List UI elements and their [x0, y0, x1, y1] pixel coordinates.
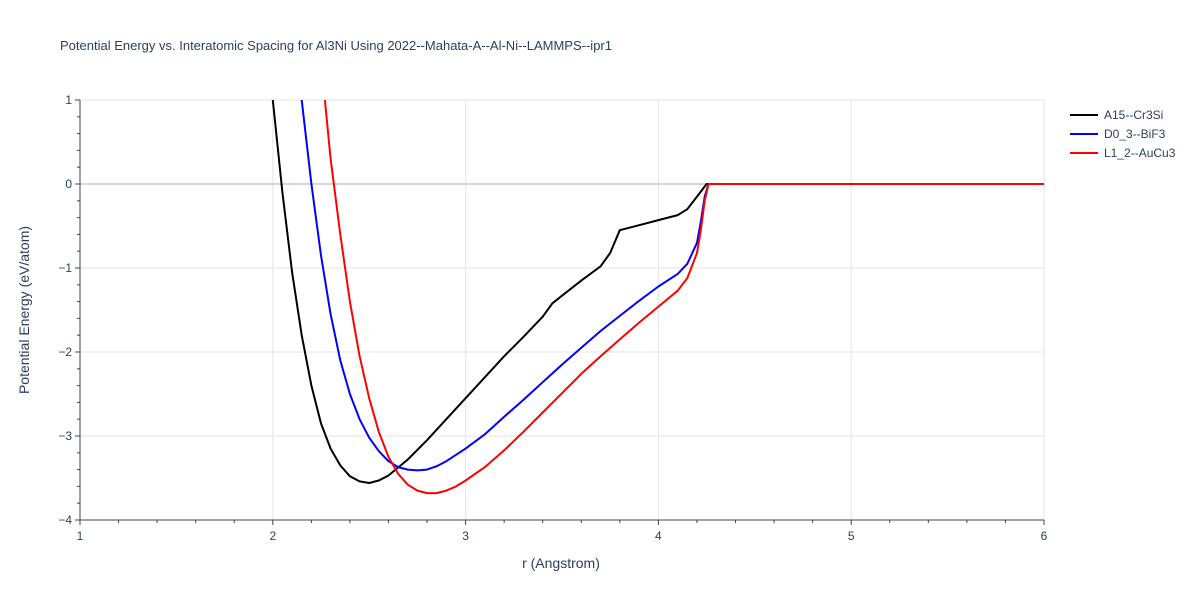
legend-label: D0_3--BiF3: [1104, 127, 1166, 141]
x-tick-label: 5: [848, 529, 855, 543]
y-tick-label: 0: [65, 177, 72, 191]
legend-label: A15--Cr3Si: [1104, 108, 1163, 122]
x-tick-label: 3: [462, 529, 469, 543]
y-tick-label: −1: [58, 261, 72, 275]
legend[interactable]: A15--Cr3Si D0_3--BiF3 L1_2--AuCu3: [1070, 108, 1176, 160]
x-tick-label: 4: [655, 529, 662, 543]
legend-item-d0-3-bif3[interactable]: D0_3--BiF3: [1070, 127, 1166, 141]
series-layer: [271, 100, 1044, 495]
y-tick-label: 1: [65, 93, 72, 107]
legend-item-a15-cr3si[interactable]: A15--Cr3Si: [1070, 108, 1163, 122]
series-line-d0-3-bif3: [300, 100, 1044, 472]
y-tick-label: −4: [58, 513, 72, 527]
x-tick-label: 1: [77, 529, 84, 543]
grid-layer: [80, 99, 1045, 520]
y-tick-label: −2: [58, 345, 72, 359]
legend-label: L1_2--AuCu3: [1104, 146, 1176, 160]
y-tick-label: −3: [58, 429, 72, 443]
x-tick-label: 6: [1041, 529, 1048, 543]
chart-title: Potential Energy vs. Interatomic Spacing…: [60, 38, 612, 53]
x-tick-label: 2: [269, 529, 276, 543]
axes-layer: 1 2 3 4 5 6 −4 −3 −2 −1 0 1: [58, 93, 1047, 543]
series-line-l1-2-aucu3: [323, 100, 1044, 495]
legend-item-l1-2-aucu3[interactable]: L1_2--AuCu3: [1070, 146, 1176, 160]
x-axis-title: r (Angstrom): [522, 555, 600, 571]
y-axis-title: Potential Energy (eV/atom): [16, 226, 32, 394]
series-line-a15-cr3si: [271, 100, 1044, 484]
